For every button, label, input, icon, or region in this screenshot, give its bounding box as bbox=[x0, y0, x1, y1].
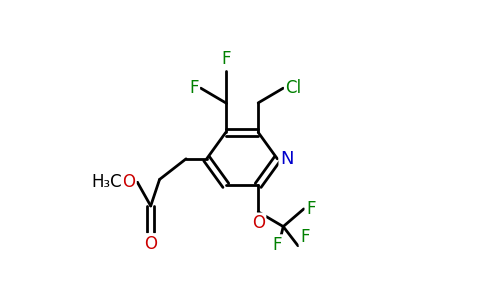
Text: F: F bbox=[189, 79, 198, 97]
Text: O: O bbox=[122, 173, 135, 191]
Text: H₃C: H₃C bbox=[91, 173, 122, 191]
Text: N: N bbox=[280, 150, 294, 168]
Text: F: F bbox=[306, 200, 316, 218]
Text: F: F bbox=[300, 228, 310, 246]
Text: Cl: Cl bbox=[286, 79, 302, 97]
Text: F: F bbox=[272, 236, 282, 254]
Text: O: O bbox=[252, 214, 265, 232]
Text: F: F bbox=[221, 50, 230, 68]
Text: O: O bbox=[144, 235, 157, 253]
